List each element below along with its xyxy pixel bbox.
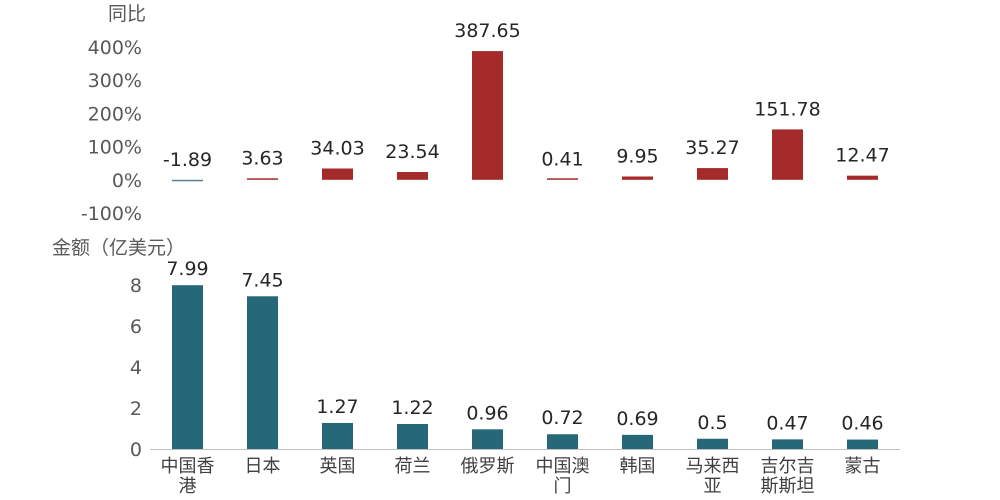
amount-y-tick-label: 8 (130, 275, 142, 297)
amount-chart: 金额（亿美元） 8 6 4 2 0 7.99 7.45 1.27 1.22 0.96 0.72 0.… (52, 237, 900, 497)
amount-bar (247, 296, 278, 449)
category-label-line: 港 (179, 476, 197, 497)
amount-bars (172, 285, 878, 449)
yoy-bar (622, 176, 653, 180)
category-label: 英国 (320, 456, 356, 477)
category-label-line: 英国 (320, 456, 356, 477)
category-label: 荷兰 (395, 456, 431, 477)
amount-bar (547, 434, 578, 449)
category-label-line: 中国香 (161, 456, 215, 477)
amount-value-label: 0.69 (616, 408, 658, 430)
yoy-value-label: 0.41 (541, 149, 583, 171)
category-label: 马来西亚 (686, 456, 740, 497)
category-label-line: 亚 (704, 476, 722, 497)
yoy-value-label: 12.47 (835, 145, 889, 167)
yoy-bar (472, 51, 503, 180)
yoy-y-axis-ticks: 400% 300% 200% 100% 0% -100% (81, 37, 142, 225)
category-label-line: 俄罗斯 (461, 456, 515, 477)
category-label: 吉尔吉斯斯坦 (761, 456, 815, 497)
amount-bar (622, 434, 653, 449)
yoy-bar (172, 179, 203, 182)
yoy-value-label: 34.03 (310, 138, 364, 160)
amount-value-label: 7.99 (166, 258, 208, 280)
amount-bar (472, 429, 503, 449)
yoy-bar (247, 178, 278, 180)
amount-value-label: 0.72 (541, 407, 583, 429)
amount-axis-title: 金额（亿美元） (52, 237, 185, 259)
amount-y-tick-label: 4 (130, 357, 142, 379)
yoy-value-label: 151.78 (754, 98, 820, 120)
yoy-y-tick-label: 100% (88, 137, 142, 159)
category-label-line: 斯斯坦 (761, 476, 815, 497)
amount-y-tick-label: 2 (130, 398, 142, 420)
category-label: 韩国 (620, 456, 656, 477)
category-label-line: 中国澳 (536, 456, 590, 477)
category-label-line: 蒙古 (845, 456, 881, 477)
category-label-line: 日本 (245, 456, 281, 477)
yoy-bars (172, 51, 878, 182)
yoy-axis-title: 同比 (108, 3, 146, 25)
amount-bar (847, 439, 878, 449)
amount-bar (172, 285, 203, 449)
category-label-line: 吉尔吉 (761, 456, 815, 477)
yoy-y-tick-label: 400% (88, 37, 142, 59)
amount-bar (697, 438, 728, 449)
amount-bar (322, 422, 353, 449)
amount-value-label: 1.22 (391, 397, 433, 419)
yoy-value-label: 9.95 (616, 145, 658, 167)
yoy-y-tick-label: -100% (81, 203, 142, 225)
category-label-line: 马来西 (686, 456, 740, 477)
yoy-bar (772, 129, 803, 180)
yoy-value-labels: -1.89 3.63 34.03 23.54 387.65 0.41 9.95 35.27 15… (163, 20, 890, 171)
yoy-value-label: -1.89 (163, 149, 212, 171)
amount-value-label: 0.96 (466, 402, 508, 424)
category-label-line: 门 (554, 476, 572, 497)
category-label-line: 韩国 (620, 456, 656, 477)
yoy-bar (397, 171, 428, 180)
yoy-value-label: 387.65 (454, 20, 520, 42)
category-label: 蒙古 (845, 456, 881, 477)
category-label-line: 荷兰 (395, 456, 431, 477)
amount-y-axis-ticks: 8 6 4 2 0 (130, 275, 142, 461)
yoy-value-label: 3.63 (241, 148, 283, 170)
amount-y-tick-label: 0 (130, 439, 142, 461)
amount-value-labels: 7.99 7.45 1.27 1.22 0.96 0.72 0.69 0.5 0.47 0.46 (166, 258, 883, 434)
amount-bar (397, 423, 428, 449)
yoy-bar (697, 168, 728, 180)
yoy-bar (322, 168, 353, 180)
amount-value-label: 1.27 (316, 396, 358, 418)
amount-value-label: 7.45 (241, 269, 283, 291)
yoy-bar (847, 175, 878, 180)
yoy-bar (547, 178, 578, 180)
category-label: 日本 (245, 456, 281, 477)
yoy-value-label: 35.27 (685, 137, 739, 159)
amount-y-tick-label: 6 (130, 316, 142, 338)
amount-value-label: 0.46 (841, 413, 883, 435)
yoy-growth-chart: 同比 400% 300% 200% 100% 0% -100% -1.89 3.63 34.0… (81, 3, 890, 225)
amount-value-label: 0.5 (697, 412, 727, 434)
yoy-y-tick-label: 300% (88, 70, 142, 92)
amount-value-label: 0.47 (766, 412, 808, 434)
category-label: 中国澳门 (536, 456, 590, 497)
category-label: 俄罗斯 (461, 456, 515, 477)
amount-bar (772, 439, 803, 449)
yoy-value-label: 23.54 (385, 141, 439, 163)
yoy-y-tick-label: 0% (112, 170, 142, 192)
category-label: 中国香港 (161, 456, 215, 497)
yoy-y-tick-label: 200% (88, 103, 142, 125)
